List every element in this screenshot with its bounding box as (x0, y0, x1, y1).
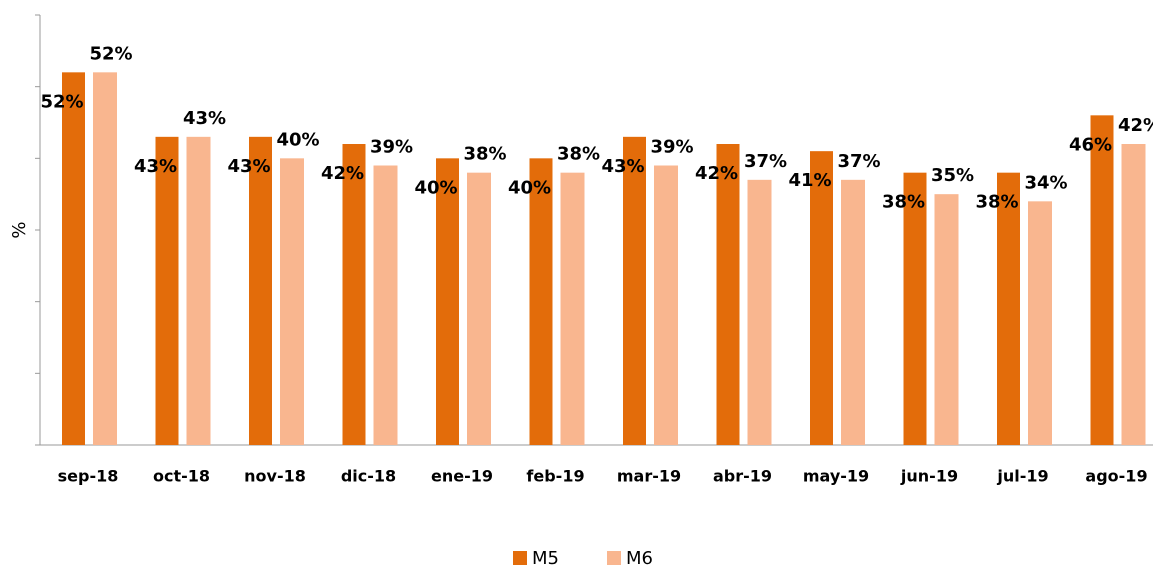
bar (467, 172, 491, 445)
value-label: 39% (370, 137, 413, 158)
bar (903, 172, 927, 445)
value-label: 35% (931, 165, 974, 186)
bar (654, 165, 678, 445)
bar (560, 172, 585, 445)
bar (934, 194, 959, 445)
value-label: 38% (463, 144, 506, 165)
value-label: 42% (1118, 115, 1153, 136)
x-tick-label: ago-19 (1085, 467, 1147, 486)
x-tick-label: feb-19 (526, 467, 584, 486)
bar (810, 151, 833, 445)
value-label: 40% (276, 129, 319, 150)
x-tick-label: oct-18 (153, 467, 210, 486)
legend-label: M6 (626, 548, 653, 569)
x-tick-label: ene-19 (431, 467, 493, 486)
legend-swatch (513, 551, 527, 565)
x-tick-label: jun-19 (900, 467, 958, 486)
value-label: 37% (744, 151, 787, 172)
bar (62, 72, 85, 445)
bar (1028, 201, 1052, 445)
bar (623, 136, 646, 446)
value-label: 38% (975, 192, 1018, 213)
x-tick-label: abr-19 (713, 467, 772, 486)
bar (1121, 144, 1146, 445)
value-label: 40% (414, 177, 457, 198)
bar (747, 179, 772, 446)
bar (280, 158, 304, 446)
bar (249, 136, 272, 446)
value-label: 34% (1024, 172, 1067, 193)
bar (93, 72, 117, 445)
bar (373, 165, 398, 445)
value-label: 43% (227, 156, 270, 177)
value-label: 43% (183, 108, 226, 129)
x-tick-label: sep-18 (58, 467, 119, 486)
x-tick-label: may-19 (803, 467, 869, 486)
x-tick-label: dic-18 (341, 467, 396, 486)
value-label: 46% (1069, 134, 1112, 155)
value-label: 42% (321, 163, 364, 184)
value-label: 52% (40, 91, 83, 112)
value-label: 39% (650, 137, 693, 158)
value-label: 37% (837, 151, 880, 172)
value-label: 38% (557, 144, 600, 165)
bar (1090, 115, 1114, 445)
bar (155, 136, 179, 446)
value-label: 52% (89, 43, 132, 64)
value-label: 40% (508, 177, 551, 198)
bar (841, 179, 865, 446)
bar (186, 136, 211, 446)
legend-swatch (607, 551, 621, 565)
value-label: 43% (601, 156, 644, 177)
value-label: 43% (134, 156, 177, 177)
x-tick-label: jul-19 (996, 467, 1048, 486)
bar (529, 158, 553, 446)
bar (716, 144, 740, 445)
x-tick-label: mar-19 (617, 467, 681, 486)
x-tick-label: nov-18 (244, 467, 306, 486)
value-label: 41% (788, 170, 831, 191)
value-label: 38% (882, 192, 925, 213)
value-label: 42% (695, 163, 738, 184)
legend-label: M5 (532, 548, 559, 569)
bar (342, 144, 366, 445)
bar (436, 158, 459, 446)
y-axis-label: % (9, 221, 30, 238)
bar (997, 172, 1020, 445)
